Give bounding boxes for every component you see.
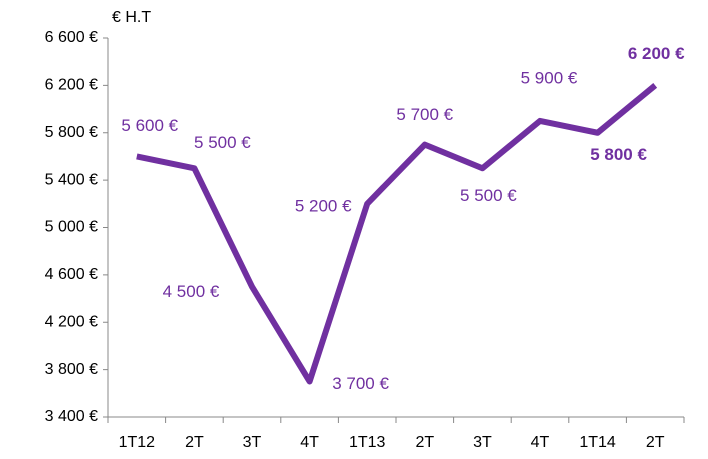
y-tick-label: 4 200 €: [45, 313, 98, 330]
data-label: 6 200 €: [628, 44, 685, 63]
data-label: 5 500 €: [194, 133, 251, 152]
y-tick-label: 4 600 €: [45, 266, 98, 283]
x-tick-label: 1T13: [349, 434, 386, 451]
x-tick-label: 4T: [300, 434, 319, 451]
data-label: 5 900 €: [521, 68, 578, 87]
data-label: 5 600 €: [121, 116, 178, 135]
y-tick-label: 5 800 €: [45, 124, 98, 141]
x-tick-label: 2T: [185, 434, 204, 451]
x-tick-label: 1T12: [119, 434, 156, 451]
y-tick-label: 3 400 €: [45, 408, 98, 425]
data-label: 5 800 €: [590, 145, 647, 164]
x-tick-label: 3T: [473, 434, 492, 451]
line: [136, 83, 658, 385]
data-label: 5 200 €: [295, 196, 352, 215]
data-label: 5 700 €: [396, 105, 453, 124]
y-tick-label: 6 200 €: [45, 77, 98, 94]
x-tick-label: 4T: [531, 434, 550, 451]
x-tick-label: 1T14: [579, 434, 616, 451]
data-label: 5 500 €: [460, 186, 517, 205]
data-label: 4 500 €: [163, 282, 220, 301]
y-axis-label: € H.T: [112, 9, 151, 26]
x-tick-label: 2T: [646, 434, 665, 451]
x-tick-label: 3T: [243, 434, 262, 451]
y-tick-label: 6 600 €: [45, 29, 98, 46]
y-tick-label: 5 000 €: [45, 219, 98, 236]
y-tick-label: 5 400 €: [45, 171, 98, 188]
data-label: 3 700 €: [332, 374, 389, 393]
y-tick-label: 3 800 €: [45, 361, 98, 378]
x-tick-label: 2T: [415, 434, 434, 451]
